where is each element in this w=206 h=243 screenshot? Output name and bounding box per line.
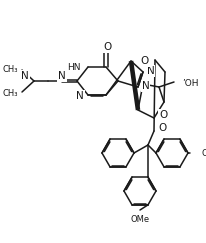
Text: ’OH: ’OH — [181, 78, 198, 87]
Text: N: N — [76, 91, 84, 101]
Text: O: O — [157, 123, 165, 133]
Text: N: N — [21, 71, 29, 81]
Text: CH₃: CH₃ — [2, 64, 18, 73]
Text: O: O — [140, 56, 148, 66]
Text: O: O — [103, 42, 112, 52]
Text: N: N — [146, 66, 154, 76]
Text: OMe: OMe — [201, 148, 206, 157]
Text: HN: HN — [67, 62, 81, 71]
Text: CH₃: CH₃ — [2, 88, 18, 97]
Text: OMe: OMe — [130, 215, 149, 224]
Text: O: O — [158, 110, 166, 120]
Text: N: N — [58, 71, 66, 81]
Text: N: N — [141, 81, 149, 91]
